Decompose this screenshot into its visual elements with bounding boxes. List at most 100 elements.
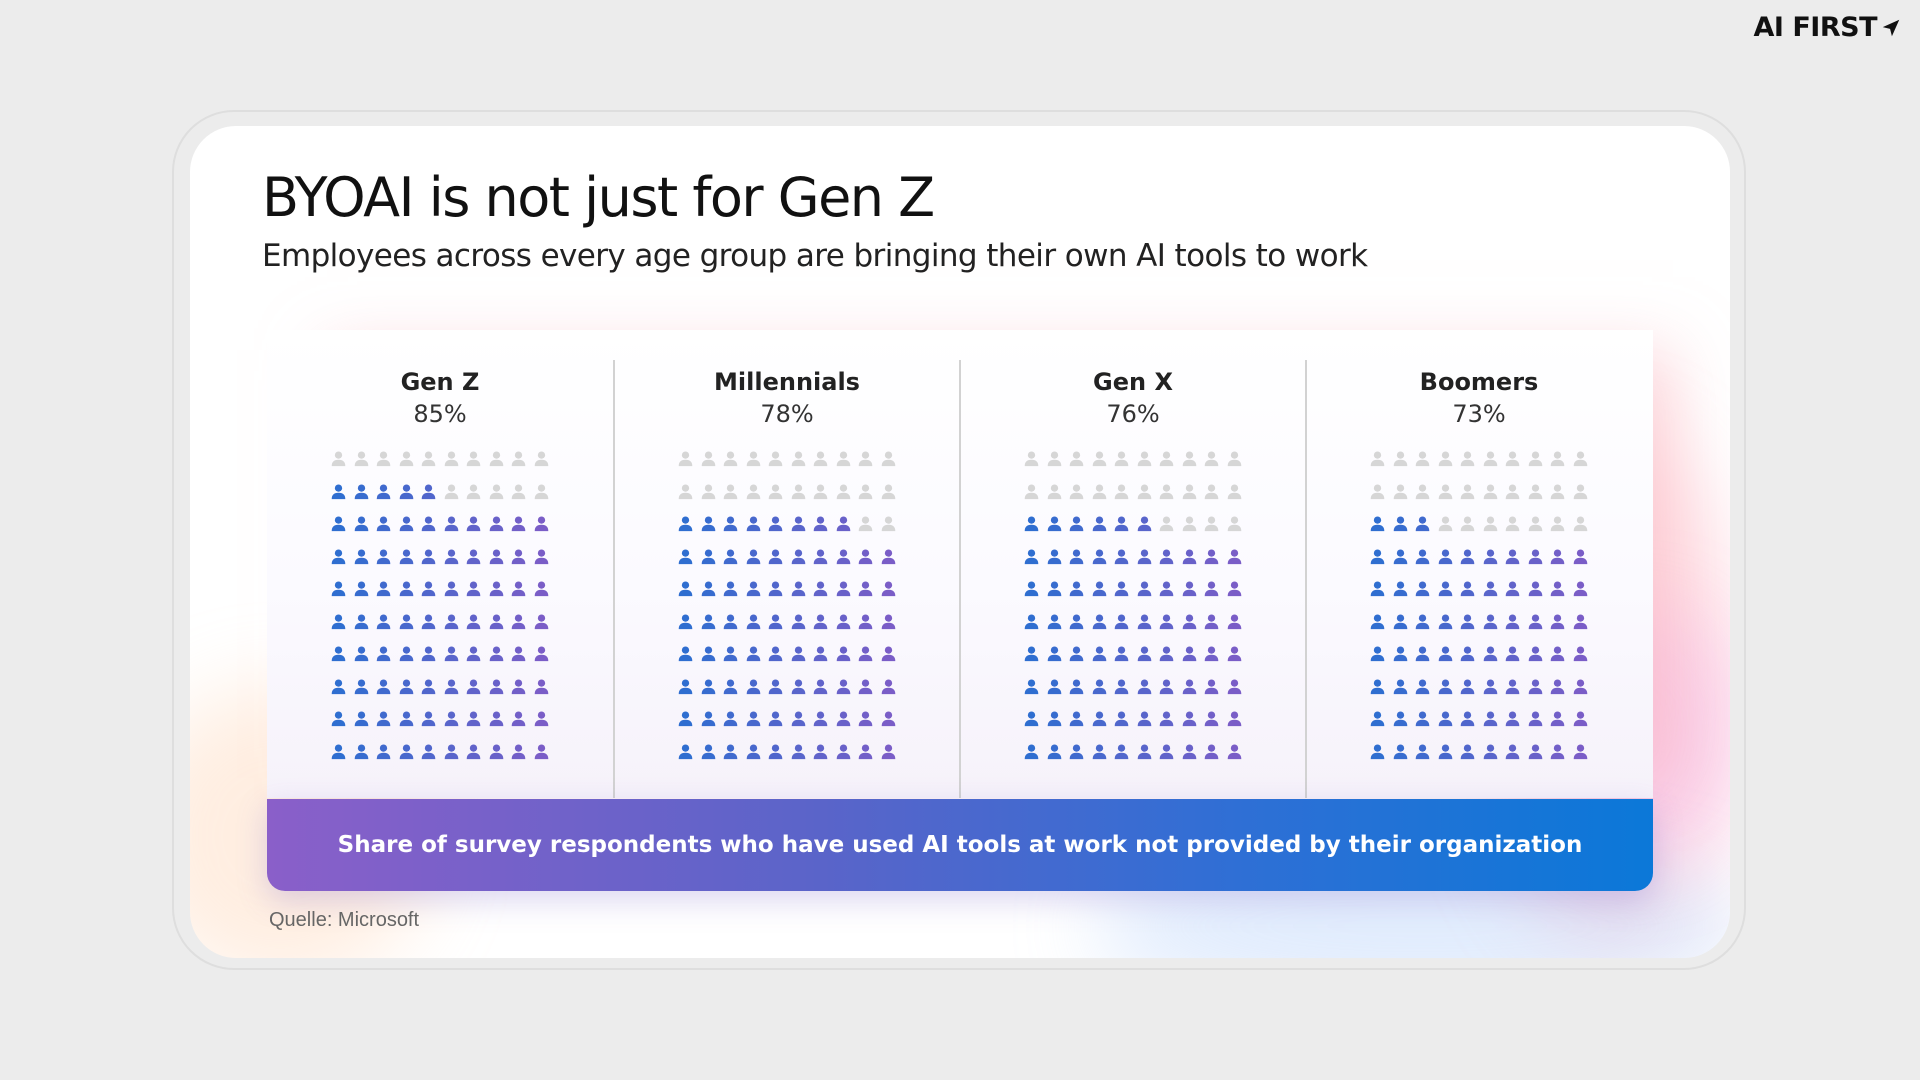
person-icon-filled xyxy=(444,516,458,532)
person-icon-filled xyxy=(723,613,738,629)
person-icon-filled xyxy=(1182,581,1196,597)
person-icon-filled xyxy=(1370,646,1385,662)
person-icon-filled xyxy=(678,711,693,727)
column-divider xyxy=(959,360,961,798)
person-icon-empty xyxy=(723,451,738,467)
person-icon-filled xyxy=(1438,548,1452,564)
person-icon-filled xyxy=(701,548,715,564)
person-icon-filled xyxy=(678,613,693,629)
person-icon-filled xyxy=(511,581,526,597)
person-icon-filled xyxy=(444,548,458,564)
person-icon-empty xyxy=(1573,516,1587,532)
person-icon-filled xyxy=(1024,581,1039,597)
person-icon-filled xyxy=(791,548,805,564)
person-icon-filled xyxy=(1024,646,1039,662)
person-icon-filled xyxy=(1227,646,1241,662)
person-icon-filled xyxy=(881,743,895,759)
person-icon-filled xyxy=(354,516,368,532)
person-icon-filled xyxy=(376,711,391,727)
person-icon-empty xyxy=(723,483,738,499)
person-icon-filled xyxy=(1069,548,1084,564)
person-icon-filled xyxy=(768,678,783,694)
person-icon-empty xyxy=(511,451,526,467)
person-icon-filled xyxy=(534,743,548,759)
person-icon-filled xyxy=(1505,711,1520,727)
person-icon-filled xyxy=(1393,548,1407,564)
person-icon-filled xyxy=(331,613,346,629)
person-icon-empty xyxy=(1415,483,1430,499)
person-icon-filled xyxy=(1114,646,1129,662)
person-icon-filled xyxy=(511,711,526,727)
person-icon-filled xyxy=(1114,613,1129,629)
column-divider xyxy=(1305,360,1307,798)
person-icon-empty xyxy=(376,451,391,467)
person-icon-filled xyxy=(1483,581,1497,597)
person-icon-filled xyxy=(1438,646,1452,662)
person-icon-filled xyxy=(1573,646,1587,662)
person-icon-filled xyxy=(678,646,693,662)
person-icon-filled xyxy=(1483,711,1497,727)
person-icon-filled xyxy=(1460,581,1475,597)
person-icon-empty xyxy=(1069,483,1084,499)
person-icon-filled xyxy=(399,483,413,499)
person-icon-filled xyxy=(331,581,346,597)
person-icon-empty xyxy=(791,451,805,467)
person-icon-filled xyxy=(1393,581,1407,597)
person-icon-filled xyxy=(421,646,436,662)
person-icon-empty xyxy=(1438,451,1452,467)
person-icon-filled xyxy=(399,711,413,727)
person-icon-empty xyxy=(1227,483,1241,499)
person-icon-empty xyxy=(768,451,783,467)
person-icon-filled xyxy=(1204,743,1219,759)
person-icon-filled xyxy=(1092,646,1106,662)
person-icon-filled xyxy=(678,516,693,532)
person-icon-filled xyxy=(1227,711,1241,727)
person-icon-filled xyxy=(1227,581,1241,597)
person-icon-empty xyxy=(813,451,828,467)
person-icon-filled xyxy=(354,613,368,629)
person-icon-filled xyxy=(768,581,783,597)
person-icon-filled xyxy=(701,678,715,694)
person-icon-filled xyxy=(1528,678,1542,694)
person-icon-filled xyxy=(1069,678,1084,694)
person-icon-filled xyxy=(1204,581,1219,597)
person-icon-filled xyxy=(1069,646,1084,662)
person-icon-filled xyxy=(678,548,693,564)
person-icon-filled xyxy=(746,646,760,662)
person-icon-empty xyxy=(1159,516,1174,532)
person-icon-filled xyxy=(813,646,828,662)
person-icon-filled xyxy=(1460,678,1475,694)
person-icon-filled xyxy=(1438,581,1452,597)
person-icon-filled xyxy=(534,581,548,597)
person-icon-filled xyxy=(858,711,873,727)
person-icon-filled xyxy=(813,548,828,564)
icon-grid xyxy=(1023,450,1243,780)
person-icon-empty xyxy=(1460,516,1475,532)
person-icon-filled xyxy=(534,613,548,629)
person-icon-filled xyxy=(1528,613,1542,629)
person-icon-filled xyxy=(1069,516,1084,532)
person-icon-filled xyxy=(678,743,693,759)
group-value-label: 76% xyxy=(1106,400,1160,428)
person-icon-empty xyxy=(836,483,850,499)
chart-caption: Share of survey respondents who have use… xyxy=(337,832,1583,858)
person-icon-filled xyxy=(466,548,481,564)
person-icon-filled xyxy=(1092,581,1106,597)
person-icon-filled xyxy=(836,743,850,759)
person-icon-filled xyxy=(1092,613,1106,629)
person-icon-filled xyxy=(791,743,805,759)
person-icon-filled xyxy=(1204,711,1219,727)
person-icon-filled xyxy=(1528,581,1542,597)
person-icon-filled xyxy=(791,581,805,597)
group-value-label: 78% xyxy=(760,400,814,428)
person-icon-filled xyxy=(858,646,873,662)
person-icon-filled xyxy=(1182,743,1196,759)
person-icon-filled xyxy=(836,613,850,629)
person-icon-filled xyxy=(1528,548,1542,564)
person-icon-filled xyxy=(1483,548,1497,564)
group-boomers: Boomers 73% xyxy=(1306,330,1652,798)
person-icon-filled xyxy=(1573,743,1587,759)
person-icon-filled xyxy=(1182,613,1196,629)
person-icon-empty xyxy=(1092,483,1106,499)
person-icon-empty xyxy=(354,451,368,467)
